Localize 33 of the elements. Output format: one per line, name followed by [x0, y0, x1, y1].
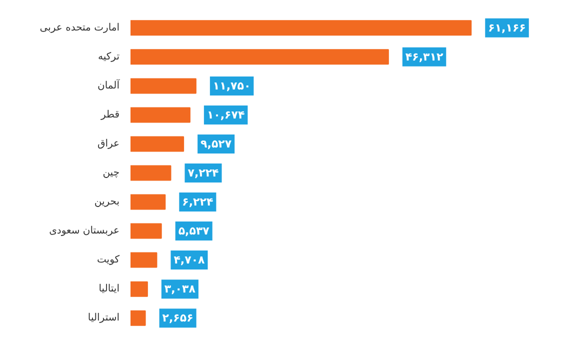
bar — [130, 194, 166, 210]
data-label: ۲,۶۵۶ — [162, 312, 194, 325]
bar — [130, 107, 190, 123]
y-tick-label: عراق — [97, 138, 120, 150]
bar — [130, 78, 196, 94]
y-tick-label: قطر — [100, 109, 120, 120]
y-tick-label: امارت متحده عربی — [40, 22, 120, 34]
y-tick-label: استرالیا — [88, 312, 120, 324]
data-label: ۹,۵۲۷ — [200, 137, 232, 150]
y-tick-label: چین — [102, 168, 120, 178]
data-label: ۴,۷۰۸ — [174, 254, 206, 267]
data-label: ۷,۲۲۴ — [188, 166, 220, 180]
bar — [130, 223, 162, 239]
bar — [130, 136, 184, 152]
y-tick-label: ایتالیا — [98, 284, 120, 295]
data-label: ۳,۰۳۸ — [164, 282, 196, 296]
y-tick-label: بحرین — [94, 196, 120, 208]
bar — [130, 281, 148, 297]
y-tick-label: عربستان سعودی — [49, 226, 120, 237]
y-tick-label: کویت — [96, 254, 120, 266]
data-label: ۵,۵۳۷ — [178, 224, 210, 238]
bar — [130, 165, 172, 181]
y-tick-label: ترکیه — [98, 51, 120, 62]
data-label: ۶۱,۱۶۶ — [488, 21, 526, 34]
bar — [130, 310, 146, 326]
data-label: ۴۶,۳۱۲ — [405, 50, 444, 64]
y-tick-label: آلمان — [98, 78, 121, 92]
bar — [130, 252, 158, 268]
data-label: ۱۰,۶۷۴ — [206, 108, 245, 122]
bar — [130, 20, 472, 36]
data-label: ۶,۲۲۴ — [182, 196, 214, 209]
bar — [130, 49, 389, 65]
data-label: ۱۱,۷۵۰ — [212, 79, 251, 92]
